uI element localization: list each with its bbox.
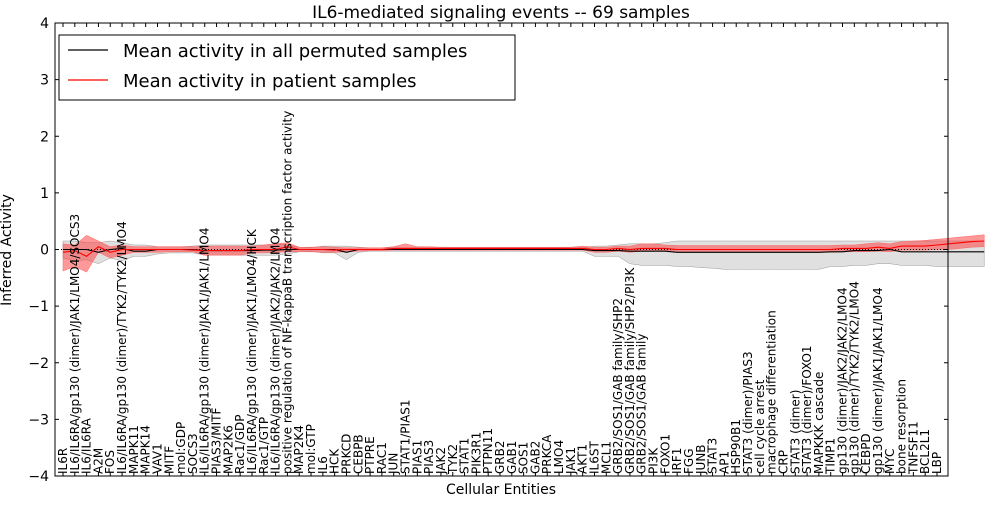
x-tick-label: HCK [328, 448, 342, 474]
x-tick-label: MAPKKK cascade [812, 372, 826, 474]
x-tick-label: STAT1 [458, 438, 472, 474]
x-tick-label: MCL1 [599, 441, 613, 474]
x-tick-label: IL6/IL6RA [80, 417, 94, 474]
y-tick-label: −4 [28, 469, 49, 485]
x-tick-label: IL6/IL6RA/gp130 (dimer)/JAK1/LMO4/SOCS3 [68, 214, 82, 474]
x-tick-label: gp130 (dimer)/TYK2/TYK2/LMO4 [847, 281, 861, 474]
x-tick-label: PRKCD [340, 434, 354, 474]
x-tick-label: mol:GDP [174, 422, 188, 474]
patient-range-band [62, 234, 985, 273]
x-tick-label: JUNB [694, 444, 708, 475]
x-tick-label: PTPN11 [481, 428, 495, 474]
x-tick-label: A2M [91, 448, 105, 474]
x-axis-label: Cellular Entities [446, 482, 556, 498]
x-tick-label: TNFSF11 [906, 421, 920, 475]
y-tick-label: 4 [40, 16, 49, 32]
x-tick-label: TIMP1 [824, 438, 838, 475]
x-tick-label: cell cycle arrest [753, 379, 767, 474]
x-tick-label: IL6ST [588, 441, 602, 474]
x-tick-label: SOCS3 [186, 433, 200, 474]
x-tick-label: GAB1 [505, 441, 519, 474]
x-tick-label: AKT1 [576, 444, 590, 474]
x-tick-label: PIAS3/MITF [210, 407, 224, 474]
x-tick-label: IL6R [56, 448, 70, 474]
x-tick-label: IL6/IL6RA/gp130 (dimer)/JAK1/JAK1/LMO4 [198, 228, 212, 474]
x-tick-label: mol:GTP [304, 424, 318, 474]
x-tick-label: IL6/IL6RA/gp130 (dimer)/JAK1/LMO4/HCK [245, 228, 259, 474]
x-tick-label: PRKCA [540, 434, 554, 474]
x-tick-label: FOXO1 [658, 434, 672, 474]
x-tick-label: STAT1/PIAS1 [399, 399, 413, 474]
series-line-patient [62, 240, 985, 257]
x-tick-label: JAK1 [564, 447, 578, 475]
y-tick-label: −1 [28, 299, 49, 315]
x-tick-label: gp130 (dimer)/JAK1/JAK1/LMO4 [871, 287, 885, 474]
x-tick-label: GRB2/SOS1/GAB family/SHP2/PI3K [623, 266, 637, 474]
x-tick-label: positive regulation of NF-kappaB transcr… [280, 111, 294, 474]
x-tick-label: STAT3 [706, 438, 720, 474]
x-tick-label: GRB2 [493, 440, 507, 474]
y-tick-label: −3 [28, 412, 49, 428]
x-tick-label: IL6 [316, 456, 330, 474]
y-tick-label: 2 [40, 129, 49, 145]
x-tick-label: STAT3 (dimer)/PIAS3 [741, 351, 755, 474]
x-tick-label: IRF1 [670, 448, 684, 474]
x-tick-label: PIAS1 [410, 440, 424, 474]
x-tick-label: CRP [777, 450, 791, 474]
x-tick-label: PIAS3 [422, 440, 436, 474]
x-tick-label: GRB2/SOS1/GAB family [635, 334, 649, 475]
legend-label-permuted: Mean activity in all permuted samples [123, 41, 467, 62]
x-tick-label: FOS [103, 450, 117, 474]
x-tick-label: HSP90B1 [729, 419, 743, 474]
x-tick-label: CEBPB [351, 434, 365, 474]
y-tick-label: −2 [28, 356, 49, 372]
x-tick-label: Rac1/GDP [233, 415, 247, 474]
x-tick-label: VAV1 [151, 443, 165, 474]
y-tick-label: 0 [40, 243, 49, 259]
x-tick-label: GAB2 [528, 441, 542, 474]
x-tick-label: BCL2L1 [918, 429, 932, 474]
x-tick-label: JUN [387, 453, 401, 475]
x-tick-label: IL6/IL6RA/gp130 (dimer)/JAK2/JAK2/LMO4 [269, 228, 283, 474]
x-tick-label: FGG [682, 449, 696, 475]
x-tick-label: TYK2 [446, 444, 460, 475]
y-axis-label: Inferred Activity [0, 194, 15, 306]
x-tick-label: RAC1 [375, 442, 389, 474]
legend: Mean activity in all permuted samples Me… [58, 34, 516, 101]
x-tick-label: IL6/IL6RA/gp130 (dimer)/TYK2/TYK2/LMO4 [115, 221, 129, 474]
x-tick-label: SOS1 [517, 442, 531, 474]
x-tick-label: STAT3 (dimer)/FOXO1 [800, 345, 814, 474]
x-tick-label: MAP2K4 [292, 425, 306, 474]
x-tick-label: STAT3 (dimer) [788, 390, 802, 474]
x-tick-label: LMO4 [552, 440, 566, 474]
x-tick-label: MAPK14 [139, 425, 153, 474]
chart-title: IL6-mediated signaling events -- 69 samp… [312, 3, 690, 23]
x-tick-label: MAPK11 [127, 425, 141, 474]
plot-frame [54, 22, 949, 477]
y-tick-label: 1 [40, 186, 49, 202]
x-tick-label: GRB2/SOS1/GAB family/SHP2 [611, 298, 625, 474]
x-tick-label: MAP2K6 [221, 425, 235, 474]
x-tick-label: MYC [883, 449, 897, 474]
x-tick-label: PI3K [647, 447, 661, 474]
x-tick-label: AP1 [717, 451, 731, 474]
x-tick-label: bone resorption [895, 379, 909, 474]
x-tick-label: LBP [930, 452, 944, 474]
legend-frame [58, 34, 516, 101]
x-tick-label: CEBPD [859, 433, 873, 474]
x-tick-label: JAK2 [434, 447, 448, 475]
x-tick-label: macrophage differentiation [765, 310, 779, 474]
legend-label-patient: Mean activity in patient samples [123, 71, 417, 92]
y-tick-label: 3 [40, 73, 49, 89]
x-tick-label: Rac1/GTP [257, 417, 271, 474]
x-tick-label: PTPRE [363, 436, 377, 474]
x-tick-label: MITF [162, 446, 176, 474]
x-tick-label: PIK3R1 [469, 432, 483, 474]
x-tick-label: gp130 (dimer)/JAK2/JAK2/LMO4 [836, 287, 850, 474]
